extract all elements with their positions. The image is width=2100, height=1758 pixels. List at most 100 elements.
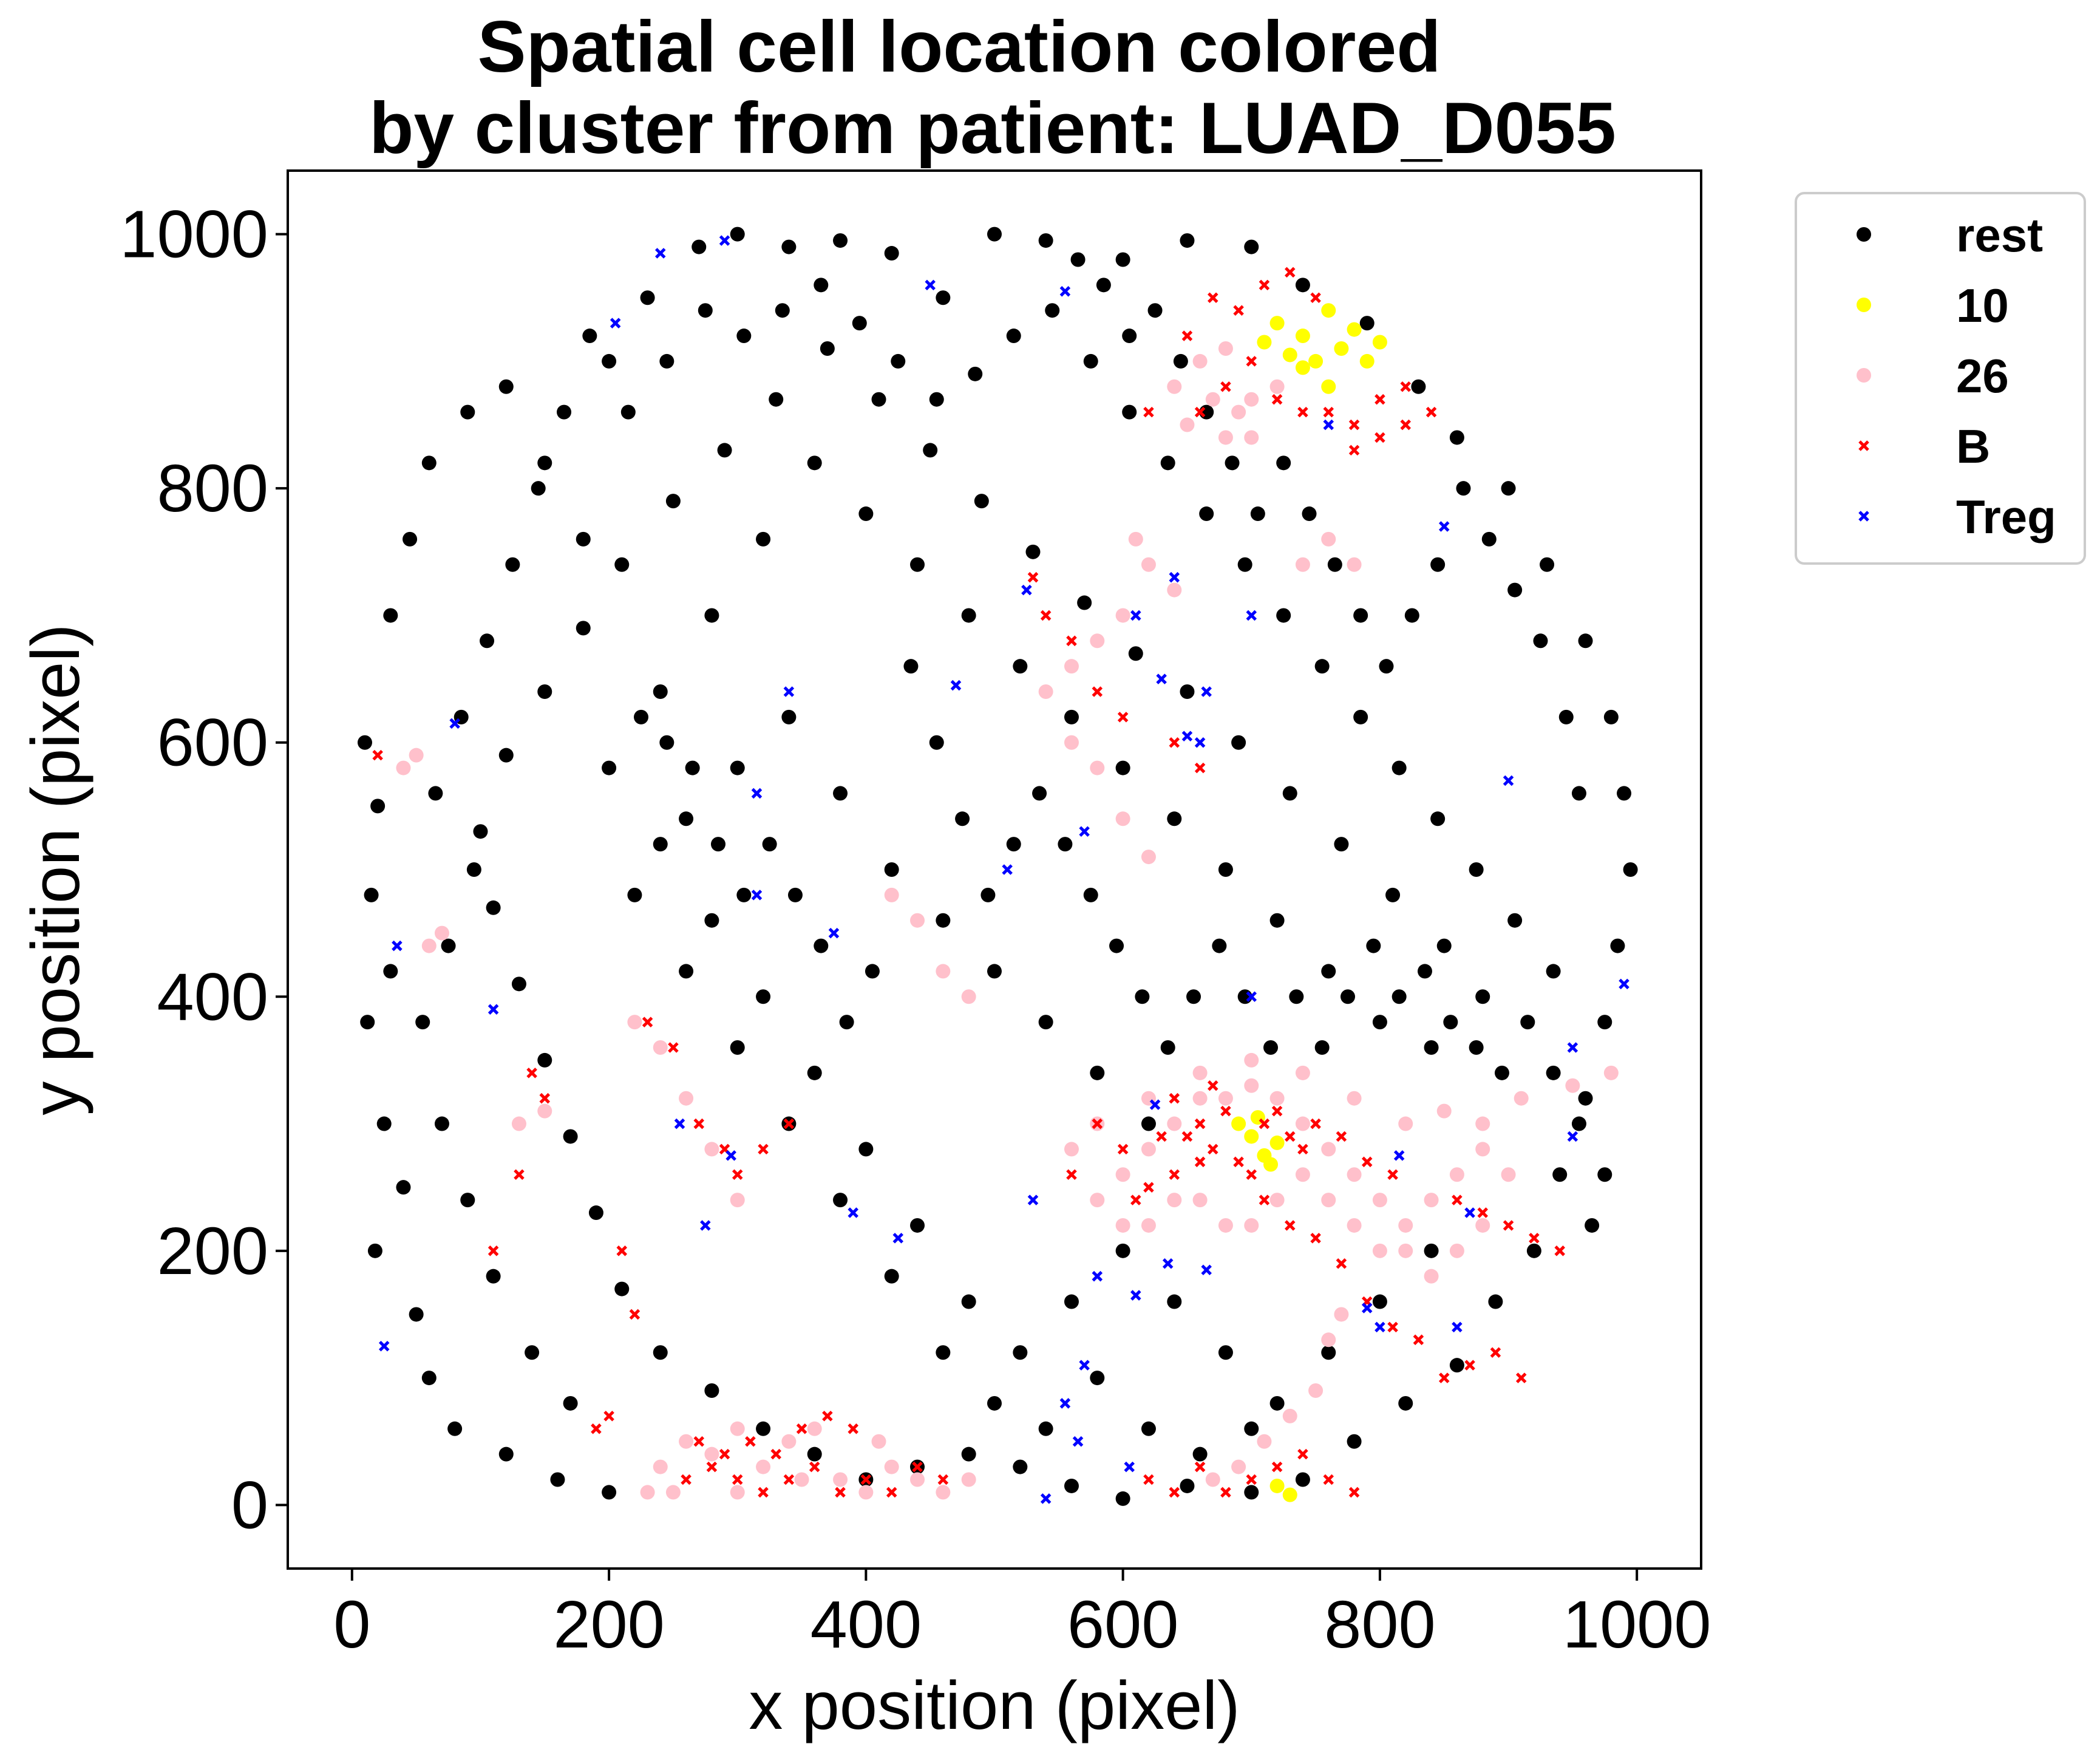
point-b-46 [732,1474,743,1485]
point-rest-132 [1141,1116,1156,1131]
point-b-0 [1194,406,1206,418]
point-b-86 [1169,737,1180,748]
point-rest-136 [679,811,694,826]
point-26-45 [1192,1065,1208,1080]
chart-title-line-1: Spatial cell location colored [477,6,1441,87]
point-rest-216 [1032,786,1047,801]
point-b-42 [1169,1092,1180,1104]
point-b-25 [1246,1169,1257,1181]
point-26-58 [730,1421,745,1436]
point-rest-191 [1558,709,1574,724]
point-treg-23 [1059,1398,1071,1409]
point-26-73 [1128,531,1143,547]
point-rest-30 [1038,233,1053,248]
point-26-3 [1205,392,1220,407]
point-26-85 [653,1040,668,1055]
point-rest-7 [367,1243,382,1258]
point-rest-223 [1212,938,1227,953]
point-26-93 [884,887,899,902]
point-rest-146 [1090,1371,1105,1386]
point-26-54 [1603,1065,1619,1080]
point-26-98 [1231,1459,1246,1474]
point-rest-210 [1070,252,1086,267]
point-rest-100 [1115,760,1130,775]
point-26-34 [1269,1193,1285,1208]
point-b-98 [1387,1321,1398,1333]
point-rest-180 [1199,506,1214,522]
point-rest-11 [498,1446,514,1462]
point-10-0 [1269,316,1285,331]
point-rest-164 [582,329,597,344]
point-rest-12 [550,1472,565,1487]
legend-marker-10 [1857,298,1871,312]
point-rest-221 [1160,1040,1175,1055]
point-rest-194 [1481,531,1497,547]
point-rest-16 [421,455,437,471]
point-10-12 [1244,1129,1259,1144]
point-rest-234 [1494,1065,1509,1080]
point-rest-141 [833,1193,848,1208]
point-treg-24 [1072,1436,1084,1447]
point-treg-20 [848,1207,858,1218]
point-rest-189 [1546,964,1561,979]
point-26-40 [1115,1218,1130,1233]
point-b-77 [514,1169,525,1181]
point-treg-18 [700,1220,711,1231]
point-rest-138 [679,964,694,979]
point-rest-15 [403,531,418,547]
point-rest-208 [1122,329,1137,344]
legend-label-treg: Treg [1956,490,2056,543]
x-tick-label-800: 800 [1324,1587,1436,1662]
point-rest-190 [1571,786,1586,801]
point-26-25 [1501,1167,1516,1182]
point-rest-32 [1180,233,1195,248]
point-26-103 [1334,1307,1349,1322]
point-b-49 [809,1461,820,1473]
point-10-9 [1295,360,1310,375]
point-rest-107 [756,531,771,547]
point-rest-23 [692,239,707,254]
point-26-84 [627,1015,642,1030]
point-rest-49 [1488,1294,1503,1309]
x-tick-label-400: 400 [810,1587,922,1662]
point-rest-20 [576,531,591,547]
point-26-10 [1115,1167,1130,1182]
point-treg-47 [1149,1099,1161,1110]
point-b-92 [1554,1245,1565,1256]
point-rest-35 [1359,316,1375,331]
point-b-12 [1400,419,1412,431]
point-b-14 [1181,330,1193,341]
point-rest-174 [968,366,983,381]
point-b-4 [1297,406,1308,418]
point-26-91 [511,1116,526,1131]
x-tick-label-200: 200 [553,1587,665,1662]
point-treg-19 [725,1150,736,1161]
point-treg-2 [449,718,460,729]
point-rest-121 [1167,1294,1182,1309]
point-26-50 [1436,1103,1452,1119]
point-b-17 [1259,279,1270,291]
point-rest-211 [903,659,919,674]
point-rest-115 [858,1142,874,1157]
point-10-17 [1263,1157,1279,1172]
point-b-103 [1259,1194,1270,1205]
point-rest-3 [383,964,398,979]
point-b-60 [822,1411,833,1422]
point-b-56 [719,1448,730,1460]
point-treg-32 [1156,673,1167,684]
point-b-31 [1169,1169,1180,1181]
point-rest-99 [1167,811,1182,826]
point-b-23 [1220,1105,1231,1117]
point-rest-27 [884,246,899,261]
point-treg-1 [392,940,403,952]
legend-label-b: B [1956,420,1990,473]
point-b-54 [937,1474,949,1485]
point-rest-235 [1520,1015,1535,1030]
point-26-11 [1141,1142,1156,1157]
point-rest-88 [1231,735,1246,750]
point-rest-25 [781,239,797,254]
point-treg-25 [1040,1493,1052,1504]
point-rest-65 [653,1345,668,1360]
point-rest-43 [1623,862,1638,877]
point-rest-203 [1250,506,1265,522]
